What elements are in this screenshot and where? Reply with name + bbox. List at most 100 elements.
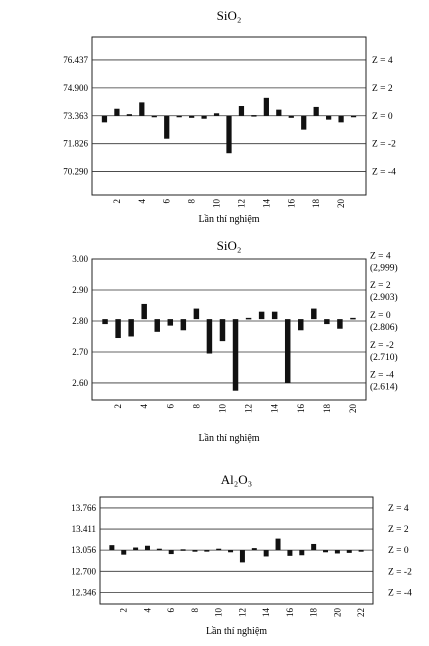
chart-2-bar-3 — [128, 319, 134, 337]
chart-3-xtick-label-9: 18 — [309, 608, 319, 618]
chart-2-xtick-label-10: 20 — [348, 404, 358, 414]
chart-2-bar-2 — [115, 319, 121, 339]
chart-1-bar-1 — [101, 115, 108, 123]
chart-2-z-label-4: Z = -2 — [370, 341, 394, 351]
chart-3-bar-20 — [334, 550, 340, 554]
chart-2-bar-17 — [311, 308, 317, 320]
chart-2-ytick-label-4: 2.70 — [72, 347, 88, 357]
chart-2-bar-8 — [193, 308, 200, 320]
chart-2-z-label-5: Z = -4 — [370, 371, 394, 381]
chart-3-bar-2 — [121, 550, 127, 555]
chart-2-z-value-4: (2.710) — [370, 352, 398, 363]
chart-1-xtick-label-9: 18 — [311, 199, 321, 209]
chart-1-bar-21 — [350, 115, 357, 118]
chart-3-xtick-label-5: 10 — [214, 608, 224, 618]
chart-1-xtick-label-6: 12 — [236, 199, 246, 208]
chart-2-bar-6 — [167, 319, 174, 326]
chart-2-x-axis-label: Lần thí nghiệm — [198, 433, 259, 444]
chart-1-z-label-3: Z = 0 — [372, 112, 393, 122]
chart-2-bar-5 — [154, 319, 160, 332]
chart-3-xtick-label-3: 6 — [166, 608, 176, 613]
chart-2-xtick-label-2: 4 — [139, 404, 149, 409]
chart-3-xtick-label-10: 20 — [332, 608, 342, 618]
chart-2-xtick-label-7: 14 — [270, 404, 280, 414]
chart-3-title: Al₂O₃ — [221, 472, 252, 487]
chart-1-xtick-label-8: 16 — [286, 199, 296, 209]
chart-3-ytick-label-3: 13.056 — [71, 545, 96, 555]
chart-2-xtick-label-4: 8 — [191, 404, 201, 409]
chart-3-bar-16 — [287, 550, 293, 556]
chart-3-bar-3 — [133, 547, 139, 551]
chart-1-title: SiO₂ — [217, 8, 242, 23]
chart-1-xtick-label-2: 4 — [137, 199, 147, 204]
chart-2-z-value-1: (2,999) — [370, 262, 398, 273]
chart-1-bar-2 — [114, 108, 120, 116]
chart-3-ytick-label-1: 13.766 — [71, 503, 96, 513]
chart-1-bar-10 — [213, 113, 220, 116]
chart-2-xtick-label-9: 18 — [322, 404, 332, 414]
chart-2-z-value-2: (2.903) — [370, 292, 398, 303]
chart-3-xtick-label-2: 4 — [142, 608, 152, 613]
chart-2-bar-7 — [180, 319, 187, 331]
chart-3-bar-13 — [251, 548, 257, 551]
chart-3-xtick-label-6: 12 — [237, 608, 247, 617]
chart-1-ytick-label-2: 74.900 — [63, 83, 88, 93]
chart-2-bar-12 — [245, 317, 252, 320]
chart-1-bar-20 — [338, 115, 344, 123]
chart-3-xtick-label-7: 14 — [261, 608, 271, 618]
chart-3-bar-18 — [311, 543, 317, 551]
chart-1-xtick-label-4: 8 — [187, 199, 197, 204]
chart-2-bar-20 — [350, 317, 356, 320]
chart-3-z-label-4: Z = -2 — [388, 567, 412, 577]
chart-3-xtick-label-8: 16 — [285, 608, 295, 618]
chart-3-xtick-label-1: 2 — [119, 608, 129, 613]
chart-1-z-label-5: Z = -4 — [372, 168, 396, 178]
chart-1-bar-5 — [151, 115, 157, 118]
chart-1-bar-18 — [313, 106, 319, 116]
chart-1-bar-7 — [176, 115, 182, 118]
chart-2-xtick-label-8: 16 — [296, 404, 306, 414]
chart-2-bar-18 — [324, 319, 330, 325]
chart-1-bar-4 — [139, 102, 145, 116]
chart-1-xtick-label-5: 10 — [212, 199, 222, 209]
chart-2-bar-16 — [298, 319, 304, 331]
chart-1-z-label-2: Z = 2 — [372, 84, 393, 94]
chart-1-ytick-label-1: 76.437 — [63, 55, 88, 65]
chart-2-bar-19 — [337, 319, 343, 329]
chart-1-bar-14 — [263, 97, 269, 116]
chart-1-bar-6 — [164, 115, 170, 139]
chart-1-bar-16 — [288, 115, 294, 118]
chart-1-xtick-label-3: 6 — [162, 199, 172, 204]
chart-2-z-label-2: Z = 2 — [370, 281, 391, 291]
chart-3-bar-14 — [263, 550, 269, 557]
chart-3-ytick-label-2: 13.411 — [72, 524, 96, 534]
chart-2-bar-10 — [219, 319, 226, 342]
chart-3-bar-1 — [109, 545, 115, 551]
chart-3-bar-10 — [216, 548, 222, 551]
chart-2-bar-15 — [284, 319, 291, 383]
chart-1-ytick-label-4: 71.826 — [63, 139, 88, 149]
chart-1-z-label-4: Z = -2 — [372, 140, 396, 150]
chart-2-z-label-3: Z = 0 — [370, 311, 391, 321]
chart-2-ytick-label-5: 2.60 — [72, 378, 88, 388]
chart-1-bar-17 — [301, 115, 307, 130]
chart-3-bar-21 — [346, 550, 352, 553]
chart-2-ytick-label-1: 3.00 — [72, 254, 88, 264]
chart-1-ytick-label-5: 70.290 — [63, 167, 88, 177]
chart-3-bar-8 — [192, 550, 198, 552]
chart-3-bar-19 — [323, 550, 329, 553]
chart-2-bar-11 — [232, 319, 239, 391]
chart-3-z-label-5: Z = -4 — [388, 588, 412, 598]
chart-1-bar-12 — [238, 106, 245, 116]
chart-1-xtick-label-7: 14 — [261, 199, 271, 209]
chart-1-x-axis-label: Lần thí nghiệm — [198, 214, 259, 225]
chart-3-bar-12 — [239, 550, 245, 563]
chart-3-xtick-label-4: 8 — [190, 608, 200, 613]
chart-2-z-value-3: (2.806) — [370, 322, 398, 333]
chart-1-bar-11 — [226, 115, 232, 154]
chart-3-bar-4 — [144, 545, 150, 551]
chart-2-ytick-label-3: 2.80 — [72, 316, 88, 326]
chart-3-bar-22 — [358, 550, 364, 552]
chart-2-bar-1 — [102, 319, 108, 325]
